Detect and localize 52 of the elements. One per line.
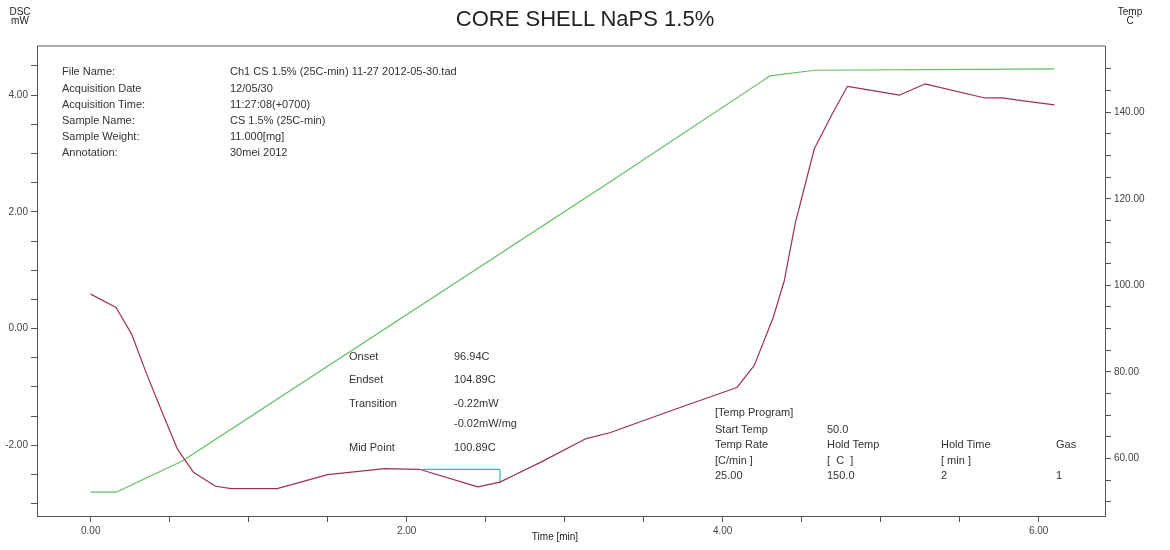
chart-title: CORE SHELL NaPS 1.5%: [455, 6, 715, 32]
annotation: File Name:: [62, 65, 116, 78]
annotation: 30mei 2012: [230, 146, 288, 159]
annotation: Sample Name:: [62, 114, 135, 127]
annotation: Transition: [349, 397, 397, 410]
annotation: 100.89C: [454, 441, 496, 454]
annotation: Annotation:: [62, 146, 118, 159]
y2-tick-label: 140.00: [1114, 105, 1146, 117]
annotation: -0.02mW/mg: [454, 417, 517, 430]
annotation: 11:27:08(+0700): [230, 98, 311, 111]
annotation: 1: [1056, 469, 1063, 482]
annotation: Sample Weight:: [62, 130, 140, 143]
y2-tick-label: 60.00: [1114, 452, 1140, 464]
y2-tick-label: 100.00: [1114, 279, 1146, 291]
annotation: 11.000[mg]: [230, 130, 285, 143]
annotation: 104.89C: [454, 373, 496, 386]
annotation: [C/min ]: [715, 454, 753, 467]
y-axis-title: DSC mW: [9, 5, 31, 26]
annotation: Gas: [1056, 438, 1077, 451]
x-tick-label: 0.00: [80, 524, 101, 536]
annotation: 50.0: [827, 423, 849, 436]
annotation: CS 1.5% (25C-min): [230, 114, 326, 127]
y-tick-label: 4.00: [8, 88, 29, 100]
x-tick-label: 4.00: [712, 524, 733, 536]
annotation: [ C ]: [827, 454, 854, 467]
y-tick-label: 2.00: [8, 205, 29, 217]
y2-tick-label: 120.00: [1114, 192, 1146, 204]
annotation: 25.00: [715, 469, 743, 482]
annotation: [ min ]: [941, 454, 971, 467]
annotation: Ch1 CS 1.5% (25C-min) 11-27 2012-05-30.tad: [230, 65, 457, 78]
y2-tick-label: 80.00: [1114, 365, 1140, 377]
annotation: Hold Time: [941, 438, 991, 451]
y2-axis-title: Temp C: [1117, 5, 1143, 26]
x-tick-label: 6.00: [1028, 524, 1049, 536]
annotation: 150.0: [827, 469, 855, 482]
annotation: 2: [941, 469, 948, 482]
annotation: Mid Point: [349, 441, 395, 454]
annotation: Start Temp: [715, 423, 768, 436]
y-tick-label: 0.00: [8, 322, 29, 334]
y-tick-label: -2.00: [5, 439, 29, 451]
annotation: Temp Rate: [715, 438, 769, 451]
annotation: Acquisition Time:: [62, 98, 146, 111]
annotation: 12/05/30: [230, 82, 273, 95]
x-axis-title: Time [min]: [531, 530, 579, 542]
annotation: Hold Temp: [827, 438, 880, 451]
annotation: 96.94C: [454, 350, 490, 363]
x-tick-label: 2.00: [396, 524, 417, 536]
annotation: [Temp Program]: [715, 406, 794, 419]
annotation: Onset: [349, 350, 379, 363]
annotation: Endset: [349, 373, 384, 386]
annotation: -0.22mW: [454, 397, 500, 410]
annotation: Acquisition Date: [62, 82, 142, 95]
